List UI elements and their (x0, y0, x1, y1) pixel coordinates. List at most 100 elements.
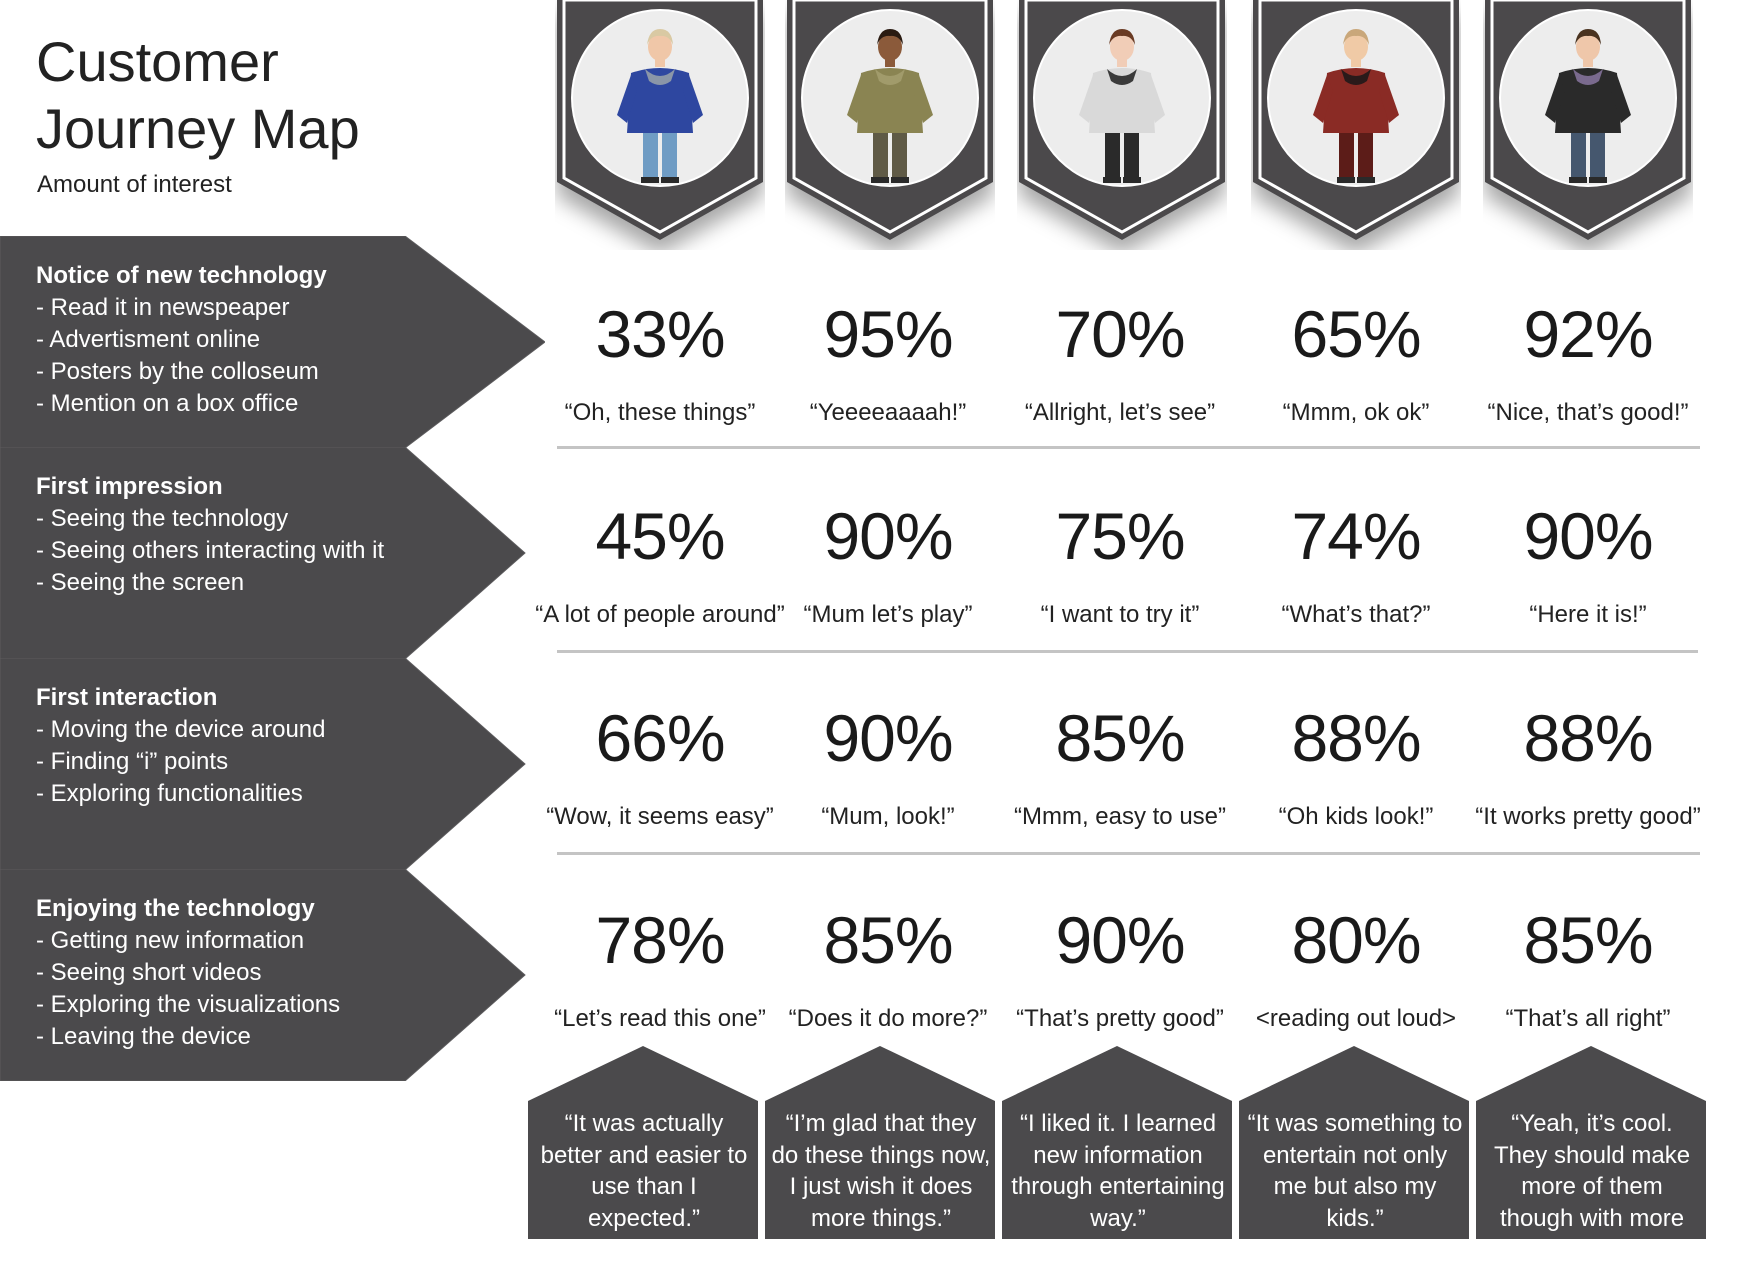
stage-title: First interaction (36, 684, 218, 711)
interest-cell: 88% “Oh kids look!” (1240, 700, 1472, 832)
interest-cell: 85% “That’s all right” (1472, 902, 1704, 1034)
elderly-woman-portrait-icon (573, 11, 747, 185)
final-quote-text: “It was something to entertain not only … (1247, 1110, 1463, 1232)
woman-red-dress-portrait-icon (1269, 11, 1443, 185)
persona-quote: “Here it is!” (1529, 601, 1647, 628)
interest-percent: 80% (1291, 903, 1421, 977)
persona-quote: “It works pretty good” (1475, 803, 1701, 830)
interest-percent: 70% (1055, 297, 1185, 371)
stage-point: - Read it in newspeaper (36, 294, 290, 321)
stage-point: - Posters by the colloseum (36, 358, 319, 385)
final-quote-text: “Yeah, it’s cool. They should make more … (1493, 1110, 1691, 1263)
page-subtitle: Amount of interest (37, 171, 232, 198)
persona-badge (785, 0, 995, 250)
interest-cell: 90% “Mum let’s play” (772, 498, 1004, 630)
interest-percent: 85% (1523, 903, 1653, 977)
interest-cell: 88% “It works pretty good” (1472, 700, 1704, 832)
interest-cell: 92% “Nice, that’s good!” (1472, 296, 1704, 428)
stage-point: - Seeing the technology (36, 505, 289, 532)
stage-point: - Exploring the visualizations (36, 991, 341, 1018)
stage-text: Enjoying the technology - Getting new inf… (36, 893, 416, 1053)
persona-badges (0, 0, 1754, 250)
persona-badge (1017, 0, 1227, 250)
row-divider (557, 446, 1700, 449)
persona-quote: “I want to try it” (1040, 601, 1200, 628)
journey-stage: First interaction - Moving the device aro… (0, 658, 545, 870)
interest-cell: 90% “That’s pretty good” (1004, 902, 1236, 1034)
interest-cell: 85% “Mmm, easy to use” (1004, 700, 1236, 832)
stage-title: First impression (36, 473, 223, 500)
interest-percent: 66% (595, 701, 725, 775)
interest-cell: 70% “Allright, let’s see” (1004, 296, 1236, 428)
persona-badge (1483, 0, 1693, 250)
page-title: Customer Journey Map (36, 28, 360, 162)
persona-quote: “Oh kids look!” (1278, 803, 1434, 830)
interest-percent: 88% (1523, 701, 1653, 775)
persona-quote: “That’s pretty good” (1016, 1005, 1224, 1032)
final-quote-text: “I liked it. I learned new information t… (1011, 1110, 1225, 1232)
child-portrait-icon (803, 11, 977, 185)
interest-percent: 85% (823, 903, 953, 977)
journey-stage: First impression - Seeing the technology -… (0, 447, 545, 659)
interest-cell: 80% <reading out loud> (1240, 902, 1472, 1034)
stage-point: - Mention on a box office (36, 390, 299, 417)
interest-cell: 66% “Wow, it seems easy” (544, 700, 776, 832)
persona-quote: “Mmm, easy to use” (1013, 803, 1227, 830)
row-divider (557, 852, 1700, 855)
interest-cell: 85% “Does it do more?” (772, 902, 1004, 1034)
final-quote-text: “It was actually better and easier to us… (540, 1110, 748, 1232)
interest-percent: 45% (595, 499, 725, 573)
interest-percent: 90% (823, 701, 953, 775)
stage-text: First interaction - Moving the device aro… (36, 682, 416, 810)
final-quote-card: “I liked it. I learned new information t… (1002, 1046, 1232, 1239)
interest-percent: 85% (1055, 701, 1185, 775)
page-title-text: Customer Journey Map (36, 30, 360, 160)
stage-title: Notice of new technology (36, 262, 327, 289)
young-woman-portrait-icon (1035, 11, 1209, 185)
persona-quote: “Let’s read this one” (554, 1005, 766, 1032)
persona-quote: “Allright, let’s see” (1024, 399, 1216, 426)
stage-point: - Seeing short videos (36, 959, 262, 986)
final-quote-card: “It was actually better and easier to us… (528, 1046, 758, 1239)
interest-cell: 90% “Mum, look!” (772, 700, 1004, 832)
interest-cell: 33% “Oh, these things” (544, 296, 776, 428)
persona-quote: “Mum let’s play” (803, 601, 973, 628)
interest-percent: 74% (1291, 499, 1421, 573)
young-man-leather-jacket-portrait-icon (1501, 11, 1675, 185)
persona-quote: <reading out loud> (1255, 1005, 1457, 1032)
interest-percent: 92% (1523, 297, 1653, 371)
interest-percent: 90% (1055, 903, 1185, 977)
persona-quote: “Mum, look!” (821, 803, 955, 830)
interest-percent: 90% (1523, 499, 1653, 573)
persona-quote: “A lot of people around” (535, 601, 785, 628)
persona-quote: “Mmm, ok ok” (1282, 399, 1430, 426)
persona-quote: “Wow, it seems easy” (546, 803, 774, 830)
stage-text: Notice of new technology - Read it in new… (36, 260, 416, 420)
persona-quote: “What’s that?” (1281, 601, 1431, 628)
persona-quote: “Oh, these things” (564, 399, 756, 426)
final-quote-text: “I’m glad that they do these things now,… (771, 1110, 991, 1232)
stage-point: - Seeing the screen (36, 569, 245, 596)
interest-cell: 74% “What’s that?” (1240, 498, 1472, 630)
stage-point: - Moving the device around (36, 716, 326, 743)
interest-percent: 95% (823, 297, 953, 371)
interest-cell: 78% “Let’s read this one” (544, 902, 776, 1034)
interest-percent: 75% (1055, 499, 1185, 573)
interest-cell: 65% “Mmm, ok ok” (1240, 296, 1472, 428)
persona-quote: “Does it do more?” (788, 1005, 988, 1032)
persona-quote: “Nice, that’s good!” (1487, 399, 1689, 426)
interest-percent: 65% (1291, 297, 1421, 371)
final-quote-card: “I’m glad that they do these things now,… (765, 1046, 995, 1239)
stage-point: - Advertisment online (36, 326, 261, 353)
persona-badge (555, 0, 765, 250)
journey-stage: Enjoying the technology - Getting new inf… (0, 869, 545, 1081)
persona-badge (1251, 0, 1461, 250)
stage-point: - Exploring functionalities (36, 780, 303, 807)
persona-quote: “That’s all right” (1505, 1005, 1671, 1032)
stage-point: - Seeing others interacting with it (36, 537, 385, 564)
interest-percent: 88% (1291, 701, 1421, 775)
final-quote-card: “It was something to entertain not only … (1239, 1046, 1469, 1239)
stage-point: - Getting new information (36, 927, 305, 954)
final-quote-card: “Yeah, it’s cool. They should make more … (1476, 1046, 1706, 1263)
stage-text: First impression - Seeing the technology -… (36, 471, 416, 599)
